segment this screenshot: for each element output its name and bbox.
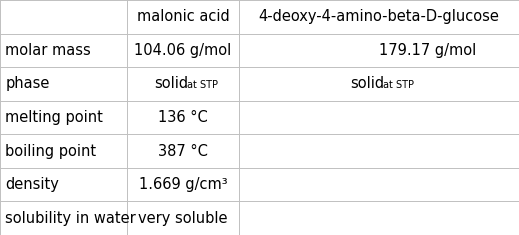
Text: 104.06 g/mol: 104.06 g/mol — [134, 43, 231, 58]
Text: 136 °C: 136 °C — [158, 110, 208, 125]
Text: molar mass: molar mass — [5, 43, 91, 58]
Text: melting point: melting point — [5, 110, 103, 125]
Text: 4-deoxy-4-amino-beta-D-glucose: 4-deoxy-4-amino-beta-D-glucose — [258, 9, 499, 24]
Text: very soluble: very soluble — [138, 211, 228, 226]
Text: 387 °C: 387 °C — [158, 144, 208, 159]
Text: boiling point: boiling point — [5, 144, 97, 159]
Text: at STP: at STP — [383, 80, 414, 90]
Text: solid: solid — [350, 76, 384, 91]
Text: solid: solid — [154, 76, 188, 91]
Text: at STP: at STP — [187, 80, 218, 90]
Text: phase: phase — [5, 76, 50, 91]
Text: malonic acid: malonic acid — [136, 9, 229, 24]
Text: solubility in water: solubility in water — [5, 211, 136, 226]
Text: 179.17 g/mol: 179.17 g/mol — [379, 43, 476, 58]
Text: density: density — [5, 177, 59, 192]
Text: 1.669 g/cm³: 1.669 g/cm³ — [139, 177, 227, 192]
